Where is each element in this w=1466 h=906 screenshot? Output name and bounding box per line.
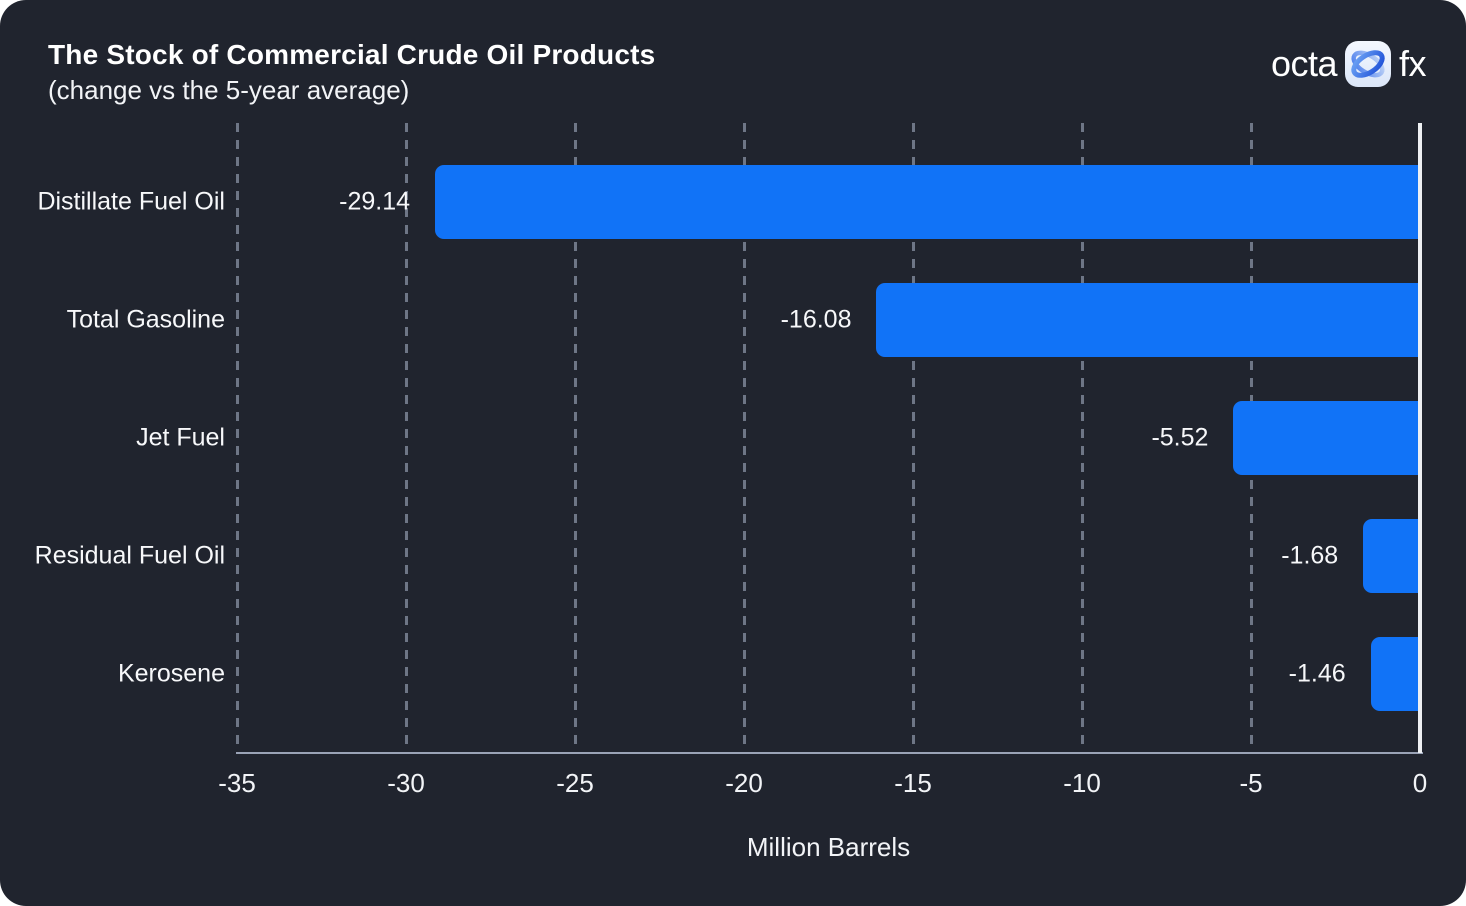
x-tick-label: -35 (218, 768, 256, 798)
bar (876, 282, 1420, 357)
bar-value-label: -29.14 (339, 187, 411, 215)
chart-title: The Stock of Commercial Crude Oil Produc… (48, 39, 656, 70)
x-tick-label: -10 (1063, 768, 1101, 798)
x-tick-label: -15 (894, 768, 932, 798)
category-label: Total Gasoline (66, 305, 225, 333)
bar-value-label: -1.68 (1281, 541, 1339, 569)
chart-subtitle: (change vs the 5-year average) (48, 75, 410, 105)
bar (1370, 636, 1420, 711)
chart-header: The Stock of Commercial Crude Oil Produc… (48, 38, 655, 106)
logo-text-fx: fx (1398, 43, 1427, 84)
bar (1233, 400, 1420, 475)
gridline--35 (235, 123, 239, 753)
bar (1363, 518, 1420, 593)
x-tick-label: -5 (1239, 768, 1263, 798)
zero-axis-line (1418, 123, 1422, 753)
bar-value-label: -16.08 (780, 305, 852, 333)
category-label: Kerosene (117, 659, 225, 687)
bar-value-label: -5.52 (1151, 423, 1209, 451)
category-label: Distillate Fuel Oil (37, 187, 225, 215)
x-axis-title: Million Barrels (746, 832, 911, 862)
category-label: Residual Fuel Oil (34, 541, 225, 569)
gridline--30 (404, 123, 408, 753)
octafx-orbit-icon (1344, 41, 1391, 87)
logo-text-octa: octa (1270, 43, 1338, 84)
x-tick-label: -30 (387, 768, 425, 798)
gridline--15 (911, 123, 915, 753)
gridline--10 (1080, 123, 1084, 753)
category-label: Jet Fuel (136, 423, 225, 451)
x-tick-label: 0 (1412, 768, 1428, 798)
bar-value-label: -1.46 (1288, 659, 1346, 687)
gridline--25 (573, 123, 577, 753)
x-tick-label: -20 (725, 768, 763, 798)
gridline--20 (742, 123, 746, 753)
bar (435, 164, 1420, 239)
x-tick-label: -25 (556, 768, 594, 798)
octafx-logo: octa fx (1270, 40, 1427, 88)
x-axis-line (236, 752, 1423, 754)
